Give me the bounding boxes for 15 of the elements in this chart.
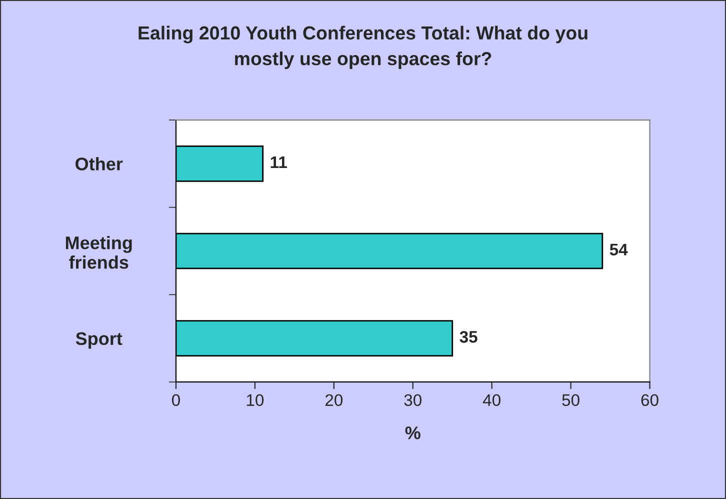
chart-title: Ealing 2010 Youth Conferences Total: What do you mostly use open spaces for?	[138, 26, 588, 69]
x-tick-label: 0	[172, 394, 180, 406]
x-tick-label: 40	[482, 394, 500, 406]
y-tick-label: Other	[76, 157, 123, 170]
x-tick-label: 60	[641, 394, 658, 406]
x-tick-label: 10	[246, 394, 264, 406]
data-label: 54	[610, 244, 628, 256]
data-label: 11	[270, 156, 287, 168]
x-tick-label: 50	[562, 394, 580, 406]
data-label: 35	[460, 330, 478, 343]
x-tick-label: 20	[325, 394, 343, 406]
x-axis-title: %	[405, 426, 420, 440]
y-tick-label: Meeting friends	[66, 236, 132, 269]
y-tick-label: Sport	[76, 332, 122, 349]
x-tick-label: 30	[404, 394, 422, 406]
